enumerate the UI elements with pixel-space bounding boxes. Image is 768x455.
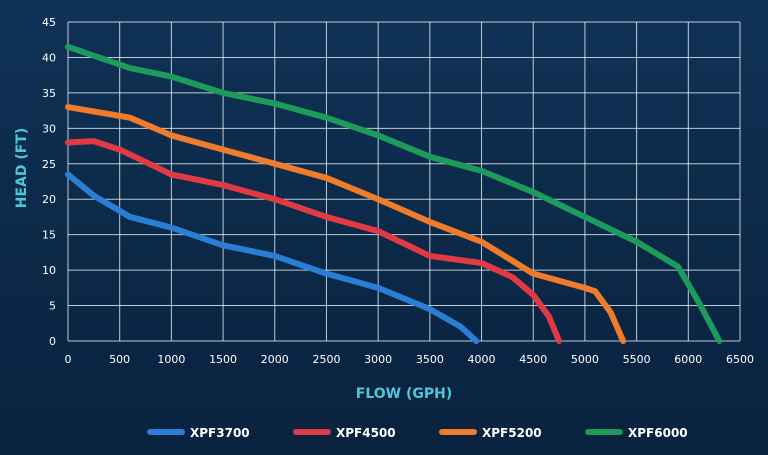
legend-label-xpf6000: XPF6000: [628, 426, 688, 440]
x-axis-title: FLOW (GPH): [356, 386, 452, 402]
y-tick-label: 20: [42, 193, 56, 206]
x-tick-label: 4500: [519, 353, 547, 366]
x-tick-label: 6000: [674, 353, 702, 366]
y-tick-label: 25: [42, 158, 56, 171]
x-tick-label: 2000: [261, 353, 289, 366]
y-tick-label: 5: [49, 300, 56, 313]
axis-ticks: 0 500 1000 1500 2000 2500 3000 3500 4000 4500 5000…: [42, 16, 754, 366]
legend-label-xpf5200: XPF5200: [482, 426, 542, 440]
y-axis-title: HEAD (FT): [14, 128, 30, 209]
x-tick-label: 6500: [726, 353, 754, 366]
y-tick-label: 0: [49, 335, 56, 348]
series-lines: [65, 43, 723, 344]
legend: XPF3700 XPF4500 XPF5200 XPF6000: [147, 426, 688, 440]
y-tick-label: 35: [42, 87, 56, 100]
x-tick-label: 1000: [157, 353, 185, 366]
y-tick-label: 15: [42, 229, 56, 242]
series-line-xpf3700: [65, 171, 480, 344]
y-tick-label: 10: [42, 264, 56, 277]
x-tick-label: 500: [109, 353, 130, 366]
legend-label-xpf3700: XPF3700: [190, 426, 250, 440]
series-line-xpf4500: [65, 138, 563, 344]
x-tick-label: 2500: [312, 353, 340, 366]
x-tick-label: 0: [65, 353, 72, 366]
y-tick-label: 40: [42, 51, 56, 64]
x-tick-label: 4000: [468, 353, 496, 366]
x-tick-label: 5000: [571, 353, 599, 366]
x-tick-label: 3500: [416, 353, 444, 366]
series-line-xpf5200: [65, 104, 627, 344]
x-tick-label: 1500: [209, 353, 237, 366]
x-tick-label: 3000: [364, 353, 392, 366]
x-tick-label: 5500: [623, 353, 651, 366]
legend-label-xpf4500: XPF4500: [336, 426, 396, 440]
series-line-xpf6000: [65, 43, 723, 344]
grid: [67, 21, 741, 342]
y-tick-label: 30: [42, 122, 56, 135]
y-tick-label: 45: [42, 16, 56, 29]
